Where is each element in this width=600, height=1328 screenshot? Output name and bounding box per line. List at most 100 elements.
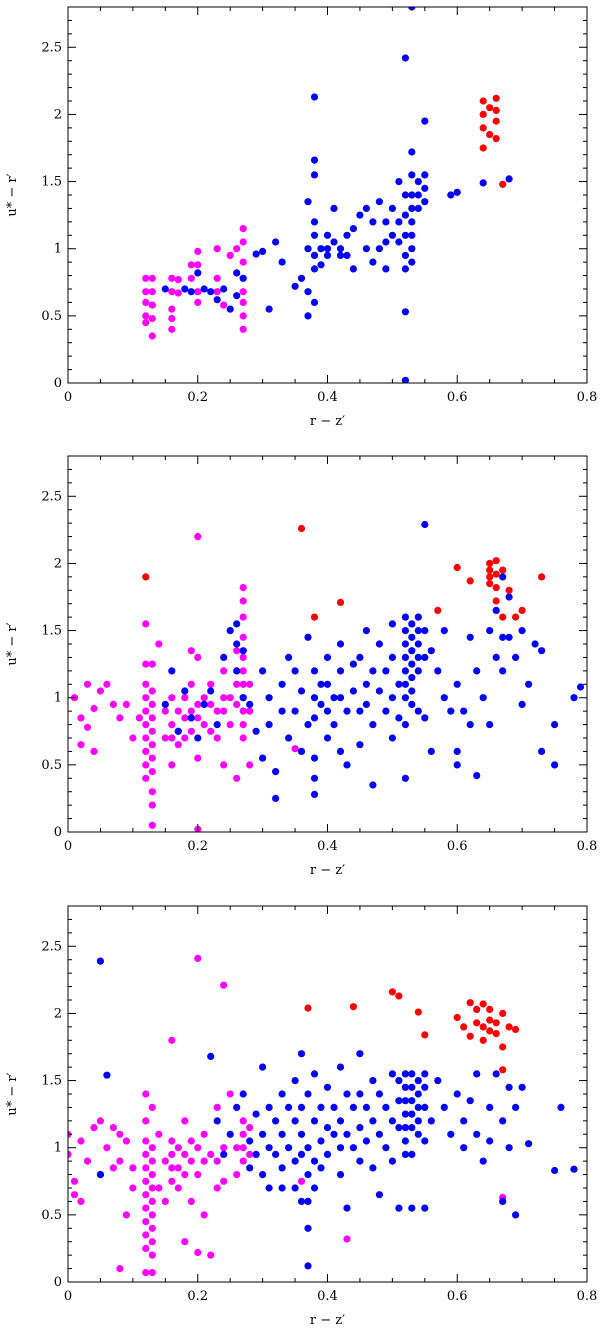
data-point <box>492 1019 500 1027</box>
data-point <box>362 1137 370 1145</box>
data-point <box>492 94 500 102</box>
data-point <box>148 1103 156 1111</box>
data-point <box>479 1000 487 1008</box>
data-point <box>278 258 286 266</box>
data-point <box>207 1150 215 1158</box>
data-point <box>304 1262 312 1270</box>
data-point <box>434 1077 442 1085</box>
data-point <box>473 1070 481 1078</box>
data-point <box>233 680 241 688</box>
data-point <box>317 261 325 269</box>
data-point <box>174 741 182 749</box>
data-point <box>187 707 195 715</box>
data-point <box>499 566 507 574</box>
data-point <box>336 1144 345 1152</box>
data-point <box>213 245 221 253</box>
data-point <box>421 714 429 722</box>
data-point <box>239 647 247 655</box>
data-point <box>401 265 409 273</box>
data-point <box>142 573 150 581</box>
data-point <box>492 584 500 592</box>
data-point <box>317 1164 325 1172</box>
data-point <box>155 1184 163 1192</box>
data-point <box>194 1248 202 1257</box>
data-point <box>505 1144 513 1152</box>
data-point <box>90 1124 98 1132</box>
data-point <box>142 1244 150 1252</box>
data-point <box>323 245 332 253</box>
y-tick-label: 1 <box>54 1141 62 1156</box>
data-point <box>486 627 494 635</box>
data-point <box>421 1083 429 1091</box>
data-point <box>239 597 247 605</box>
data-point <box>408 218 416 226</box>
data-point <box>142 761 150 769</box>
data-point <box>77 741 85 749</box>
data-point <box>239 288 247 296</box>
data-point <box>343 707 351 715</box>
data-point <box>220 1144 228 1152</box>
data-point <box>187 1157 195 1165</box>
data-point <box>239 312 247 320</box>
data-point <box>168 314 176 323</box>
data-point <box>233 620 241 628</box>
data-point <box>310 1117 319 1125</box>
data-point <box>233 700 241 709</box>
data-point <box>414 178 422 186</box>
y-tick-label: 1.5 <box>41 624 62 639</box>
data-point <box>168 274 176 282</box>
data-point <box>323 1124 332 1132</box>
data-point <box>382 667 390 675</box>
data-point <box>148 1144 156 1152</box>
data-point <box>239 1130 247 1138</box>
data-point <box>239 258 247 266</box>
data-point <box>460 1144 468 1152</box>
data-point <box>395 178 403 186</box>
data-point <box>148 1171 156 1179</box>
data-point <box>317 245 325 253</box>
data-point <box>213 1184 221 1192</box>
data-point <box>194 247 202 255</box>
data-point <box>265 1144 273 1152</box>
data-point <box>408 7 416 11</box>
data-point <box>375 640 383 648</box>
data-point <box>239 298 247 306</box>
data-point <box>168 305 176 313</box>
data-point <box>356 1157 364 1165</box>
data-point <box>356 1090 364 1098</box>
y-tick-label: 0 <box>54 825 62 840</box>
data-point <box>246 707 254 715</box>
data-point <box>285 1103 293 1111</box>
data-point <box>427 1117 435 1125</box>
data-point <box>285 734 293 742</box>
data-point <box>310 218 319 226</box>
data-point <box>310 774 319 782</box>
data-point <box>401 54 409 62</box>
data-point <box>103 1144 111 1152</box>
data-point <box>70 1191 79 1199</box>
data-point <box>375 198 383 206</box>
data-point <box>375 687 383 695</box>
data-point <box>401 376 409 383</box>
data-point <box>362 1103 370 1111</box>
data-point <box>408 633 416 641</box>
x-tick-label: 0.8 <box>577 1289 598 1304</box>
data-point <box>187 261 195 269</box>
data-point <box>187 274 195 282</box>
data-point <box>187 647 195 655</box>
data-point <box>401 251 409 259</box>
data-point <box>239 707 247 715</box>
data-point <box>486 1103 494 1111</box>
data-point <box>466 577 474 585</box>
y-tick-label: 1 <box>54 242 62 257</box>
data-point <box>200 285 208 293</box>
data-point <box>499 180 507 188</box>
data-point <box>414 1130 422 1138</box>
data-point <box>570 694 578 702</box>
data-point <box>486 580 494 588</box>
data-point <box>447 1130 455 1138</box>
data-point <box>356 653 364 662</box>
data-point <box>142 680 150 688</box>
data-point <box>486 131 494 139</box>
data-point <box>343 1235 351 1243</box>
